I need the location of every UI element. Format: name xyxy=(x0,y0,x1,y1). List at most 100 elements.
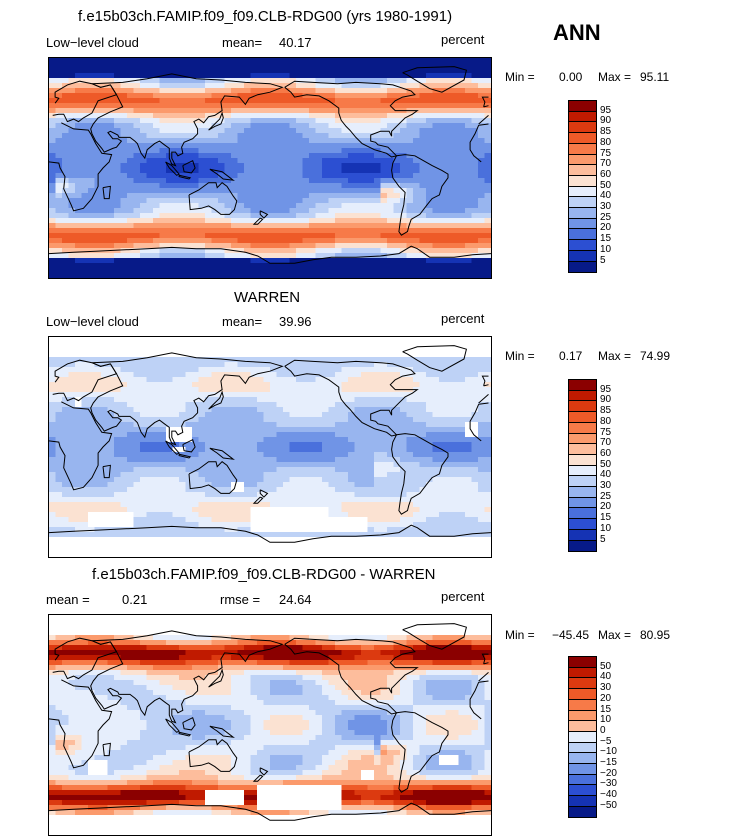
map-cell xyxy=(413,93,420,99)
map-cell xyxy=(185,113,193,119)
map-cell xyxy=(270,143,277,149)
map-cell xyxy=(283,213,290,219)
map-cell xyxy=(88,153,95,159)
map-cell xyxy=(114,103,121,109)
map-cell xyxy=(419,83,427,89)
map-cell xyxy=(133,73,141,79)
map-cell xyxy=(478,178,485,184)
map-cell xyxy=(172,392,180,398)
map-cell xyxy=(296,517,303,523)
map-cell xyxy=(322,183,329,189)
map-cell xyxy=(94,193,102,199)
map-cell xyxy=(205,123,212,129)
map-cell xyxy=(94,502,102,508)
map-cell xyxy=(127,243,134,249)
map-cell xyxy=(55,178,63,184)
map-cell xyxy=(361,158,368,164)
map-cell xyxy=(205,352,212,358)
map-cell xyxy=(153,203,160,209)
map-cell xyxy=(315,258,323,264)
map-cell xyxy=(159,123,167,129)
map-cell xyxy=(198,258,206,264)
map-cell xyxy=(361,173,368,179)
map-cell xyxy=(452,108,459,114)
map-cell xyxy=(328,452,336,458)
map-cell xyxy=(367,88,375,94)
map-cell xyxy=(400,238,407,244)
map-cell xyxy=(400,178,407,184)
map-cell xyxy=(172,203,180,209)
map-cell xyxy=(231,362,238,368)
map-cell xyxy=(419,273,427,278)
map-cell xyxy=(211,482,219,488)
map-cell xyxy=(205,492,212,498)
map-cell xyxy=(94,58,102,64)
map-cell xyxy=(289,447,297,453)
map-cell xyxy=(127,118,134,124)
map-cell xyxy=(322,492,329,498)
panel-2-units: percent xyxy=(441,311,485,326)
map-cell xyxy=(133,168,141,174)
map-cell xyxy=(218,527,225,533)
map-cell xyxy=(198,407,206,413)
map-cell xyxy=(62,213,69,219)
map-cell xyxy=(140,73,147,79)
map-cell xyxy=(413,213,420,219)
map-cell xyxy=(107,392,115,398)
map-cell xyxy=(270,98,277,104)
map-cell xyxy=(81,417,89,423)
map-cell xyxy=(185,248,193,254)
map-cell xyxy=(192,213,199,219)
map-cell xyxy=(185,263,193,269)
map-cell xyxy=(400,73,407,79)
map-cell xyxy=(133,158,141,164)
map-cell xyxy=(68,367,76,373)
map-cell xyxy=(276,163,284,169)
map-cell xyxy=(387,243,394,249)
map-cell xyxy=(283,243,290,249)
map-cell xyxy=(114,128,121,134)
map-cell xyxy=(276,517,284,523)
map-cell xyxy=(302,58,310,64)
map-cell xyxy=(75,517,82,523)
map-cell xyxy=(322,58,329,64)
map-cell xyxy=(263,392,271,398)
map-cell xyxy=(296,472,303,478)
map-cell xyxy=(211,228,219,234)
map-cell xyxy=(250,253,258,259)
map-cell xyxy=(153,482,160,488)
map-cell xyxy=(250,422,258,428)
map-cell xyxy=(244,163,251,169)
map-cell xyxy=(237,203,245,209)
map-cell xyxy=(289,128,297,134)
map-cell xyxy=(94,238,102,244)
map-cell xyxy=(237,407,245,413)
map-cell xyxy=(55,118,63,124)
map-cell xyxy=(237,108,245,114)
map-cell xyxy=(114,213,121,219)
map-cell xyxy=(263,487,271,493)
map-cell xyxy=(484,228,491,234)
map-cell xyxy=(198,133,206,139)
map-cell xyxy=(159,457,167,463)
map-cell xyxy=(276,168,284,174)
map-cell xyxy=(244,477,251,483)
map-cell xyxy=(179,432,186,438)
map-cell xyxy=(335,123,342,129)
map-cell xyxy=(328,243,336,249)
map-cell xyxy=(172,362,180,368)
map-cell xyxy=(198,427,206,433)
map-cell xyxy=(257,93,264,99)
map-cell xyxy=(62,472,69,478)
map-cell xyxy=(185,442,193,448)
map-cell xyxy=(309,517,316,523)
map-cell xyxy=(172,407,180,413)
map-cell xyxy=(231,447,238,453)
map-cell xyxy=(341,68,349,74)
map-cell xyxy=(127,203,134,209)
map-cell xyxy=(159,337,167,343)
map-cell xyxy=(94,442,102,448)
map-cell xyxy=(94,477,102,483)
map-cell xyxy=(302,547,310,553)
map-cell xyxy=(198,128,206,134)
